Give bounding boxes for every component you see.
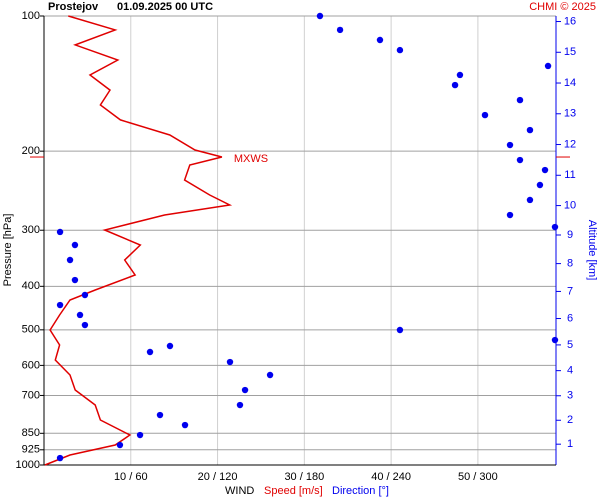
chart-subtitle: 01.09.2025 00 UTC xyxy=(117,1,213,13)
y2-tick-label: 3 xyxy=(567,390,573,402)
y2-axis-label: Altitude [km] xyxy=(586,220,598,281)
x-tick-speed: 40 xyxy=(371,471,383,483)
x-tick-direction: 180 xyxy=(306,471,324,483)
y-tick-label: 700 xyxy=(22,389,40,401)
y-tick-label: 300 xyxy=(22,224,40,236)
direction-point xyxy=(156,411,164,419)
direction-point xyxy=(526,126,534,134)
y2-tick-label: 5 xyxy=(567,339,573,351)
direction-point xyxy=(266,371,274,379)
direction-point xyxy=(551,336,559,344)
direction-point xyxy=(516,96,524,104)
direction-point xyxy=(241,386,249,394)
direction-point xyxy=(56,228,64,236)
direction-point xyxy=(551,223,559,231)
y2-tick-label: 12 xyxy=(564,138,576,150)
x-tick-separator: / xyxy=(383,471,392,483)
y-tick-label: 925 xyxy=(22,444,40,456)
x-tick-direction: 240 xyxy=(393,471,411,483)
y2-tick-label: 16 xyxy=(564,15,576,27)
direction-point xyxy=(316,12,324,20)
y2-tick-label: 4 xyxy=(567,365,573,377)
y-tick-label: 500 xyxy=(22,324,40,336)
direction-point xyxy=(71,241,79,249)
direction-point xyxy=(376,36,384,44)
y2-tick-label: 14 xyxy=(564,77,576,89)
y2-tick-label: 6 xyxy=(567,312,573,324)
direction-point xyxy=(506,211,514,219)
x-tick-label: 30 / 180 xyxy=(284,471,324,483)
x-tick-label: 10 / 60 xyxy=(114,471,148,483)
y-tick-label: 200 xyxy=(22,145,40,157)
direction-point xyxy=(81,321,89,329)
direction-point xyxy=(116,441,124,449)
y-tick-label: 850 xyxy=(22,427,40,439)
direction-point xyxy=(544,62,552,70)
mxws-label: MXWS xyxy=(234,153,268,165)
direction-point xyxy=(71,276,79,284)
y2-tick-label: 2 xyxy=(567,414,573,426)
direction-point xyxy=(226,358,234,366)
x-tick-label: 20 / 120 xyxy=(198,471,238,483)
direction-point xyxy=(506,141,514,149)
direction-point xyxy=(536,181,544,189)
x-tick-speed: 10 xyxy=(114,471,126,483)
direction-point xyxy=(336,26,344,34)
direction-point xyxy=(76,311,84,319)
x-tick-separator: / xyxy=(210,471,219,483)
direction-point xyxy=(396,326,404,334)
direction-point xyxy=(146,348,154,356)
x-tick-label: 50 / 300 xyxy=(458,471,498,483)
x-tick-speed: 20 xyxy=(198,471,210,483)
y2-tick-label: 15 xyxy=(564,46,576,58)
speed-line xyxy=(44,15,233,466)
x-tick-direction: 300 xyxy=(479,471,497,483)
direction-point xyxy=(396,46,404,54)
x-tick-separator: / xyxy=(470,471,479,483)
y-tick-label: 100 xyxy=(22,10,40,22)
direction-point xyxy=(81,291,89,299)
y2-tick-label: 11 xyxy=(564,169,575,181)
y2-tick-label: 7 xyxy=(567,285,573,297)
direction-point xyxy=(526,196,534,204)
y2-tick-label: 1 xyxy=(567,438,573,450)
direction-point xyxy=(451,81,459,89)
y2-tick-label: 8 xyxy=(567,258,573,270)
direction-point xyxy=(541,166,549,174)
direction-point xyxy=(236,401,244,409)
x-tick-label: 40 / 240 xyxy=(371,471,411,483)
direction-point xyxy=(136,431,144,439)
direction-point xyxy=(516,156,524,164)
x-axis-label: WIND xyxy=(225,485,254,497)
y2-tick-label: 10 xyxy=(564,199,576,211)
legend-direction: Direction [°] xyxy=(332,485,389,497)
direction-point xyxy=(456,71,464,79)
direction-point xyxy=(66,256,74,264)
direction-point xyxy=(56,454,64,462)
x-tick-speed: 50 xyxy=(458,471,470,483)
x-tick-separator: / xyxy=(126,471,135,483)
y2-tick-label: 9 xyxy=(567,229,573,241)
y-tick-label: 400 xyxy=(22,280,40,292)
chart-title: Prostejov xyxy=(48,1,99,13)
credit: CHMI © 2025 xyxy=(529,1,596,13)
direction-point xyxy=(181,421,189,429)
y-tick-label: 1000 xyxy=(16,459,40,471)
direction-point xyxy=(166,342,174,350)
y2-tick-label: 13 xyxy=(564,108,576,120)
x-tick-direction: 120 xyxy=(219,471,237,483)
y-tick-label: 600 xyxy=(22,359,40,371)
y-axis-label: Pressure [hPa] xyxy=(2,214,14,287)
legend-speed: Speed [m/s] xyxy=(264,485,323,497)
x-tick-speed: 30 xyxy=(284,471,296,483)
x-tick-direction: 60 xyxy=(135,471,147,483)
direction-point xyxy=(481,111,489,119)
direction-point xyxy=(56,301,64,309)
x-tick-separator: / xyxy=(297,471,306,483)
